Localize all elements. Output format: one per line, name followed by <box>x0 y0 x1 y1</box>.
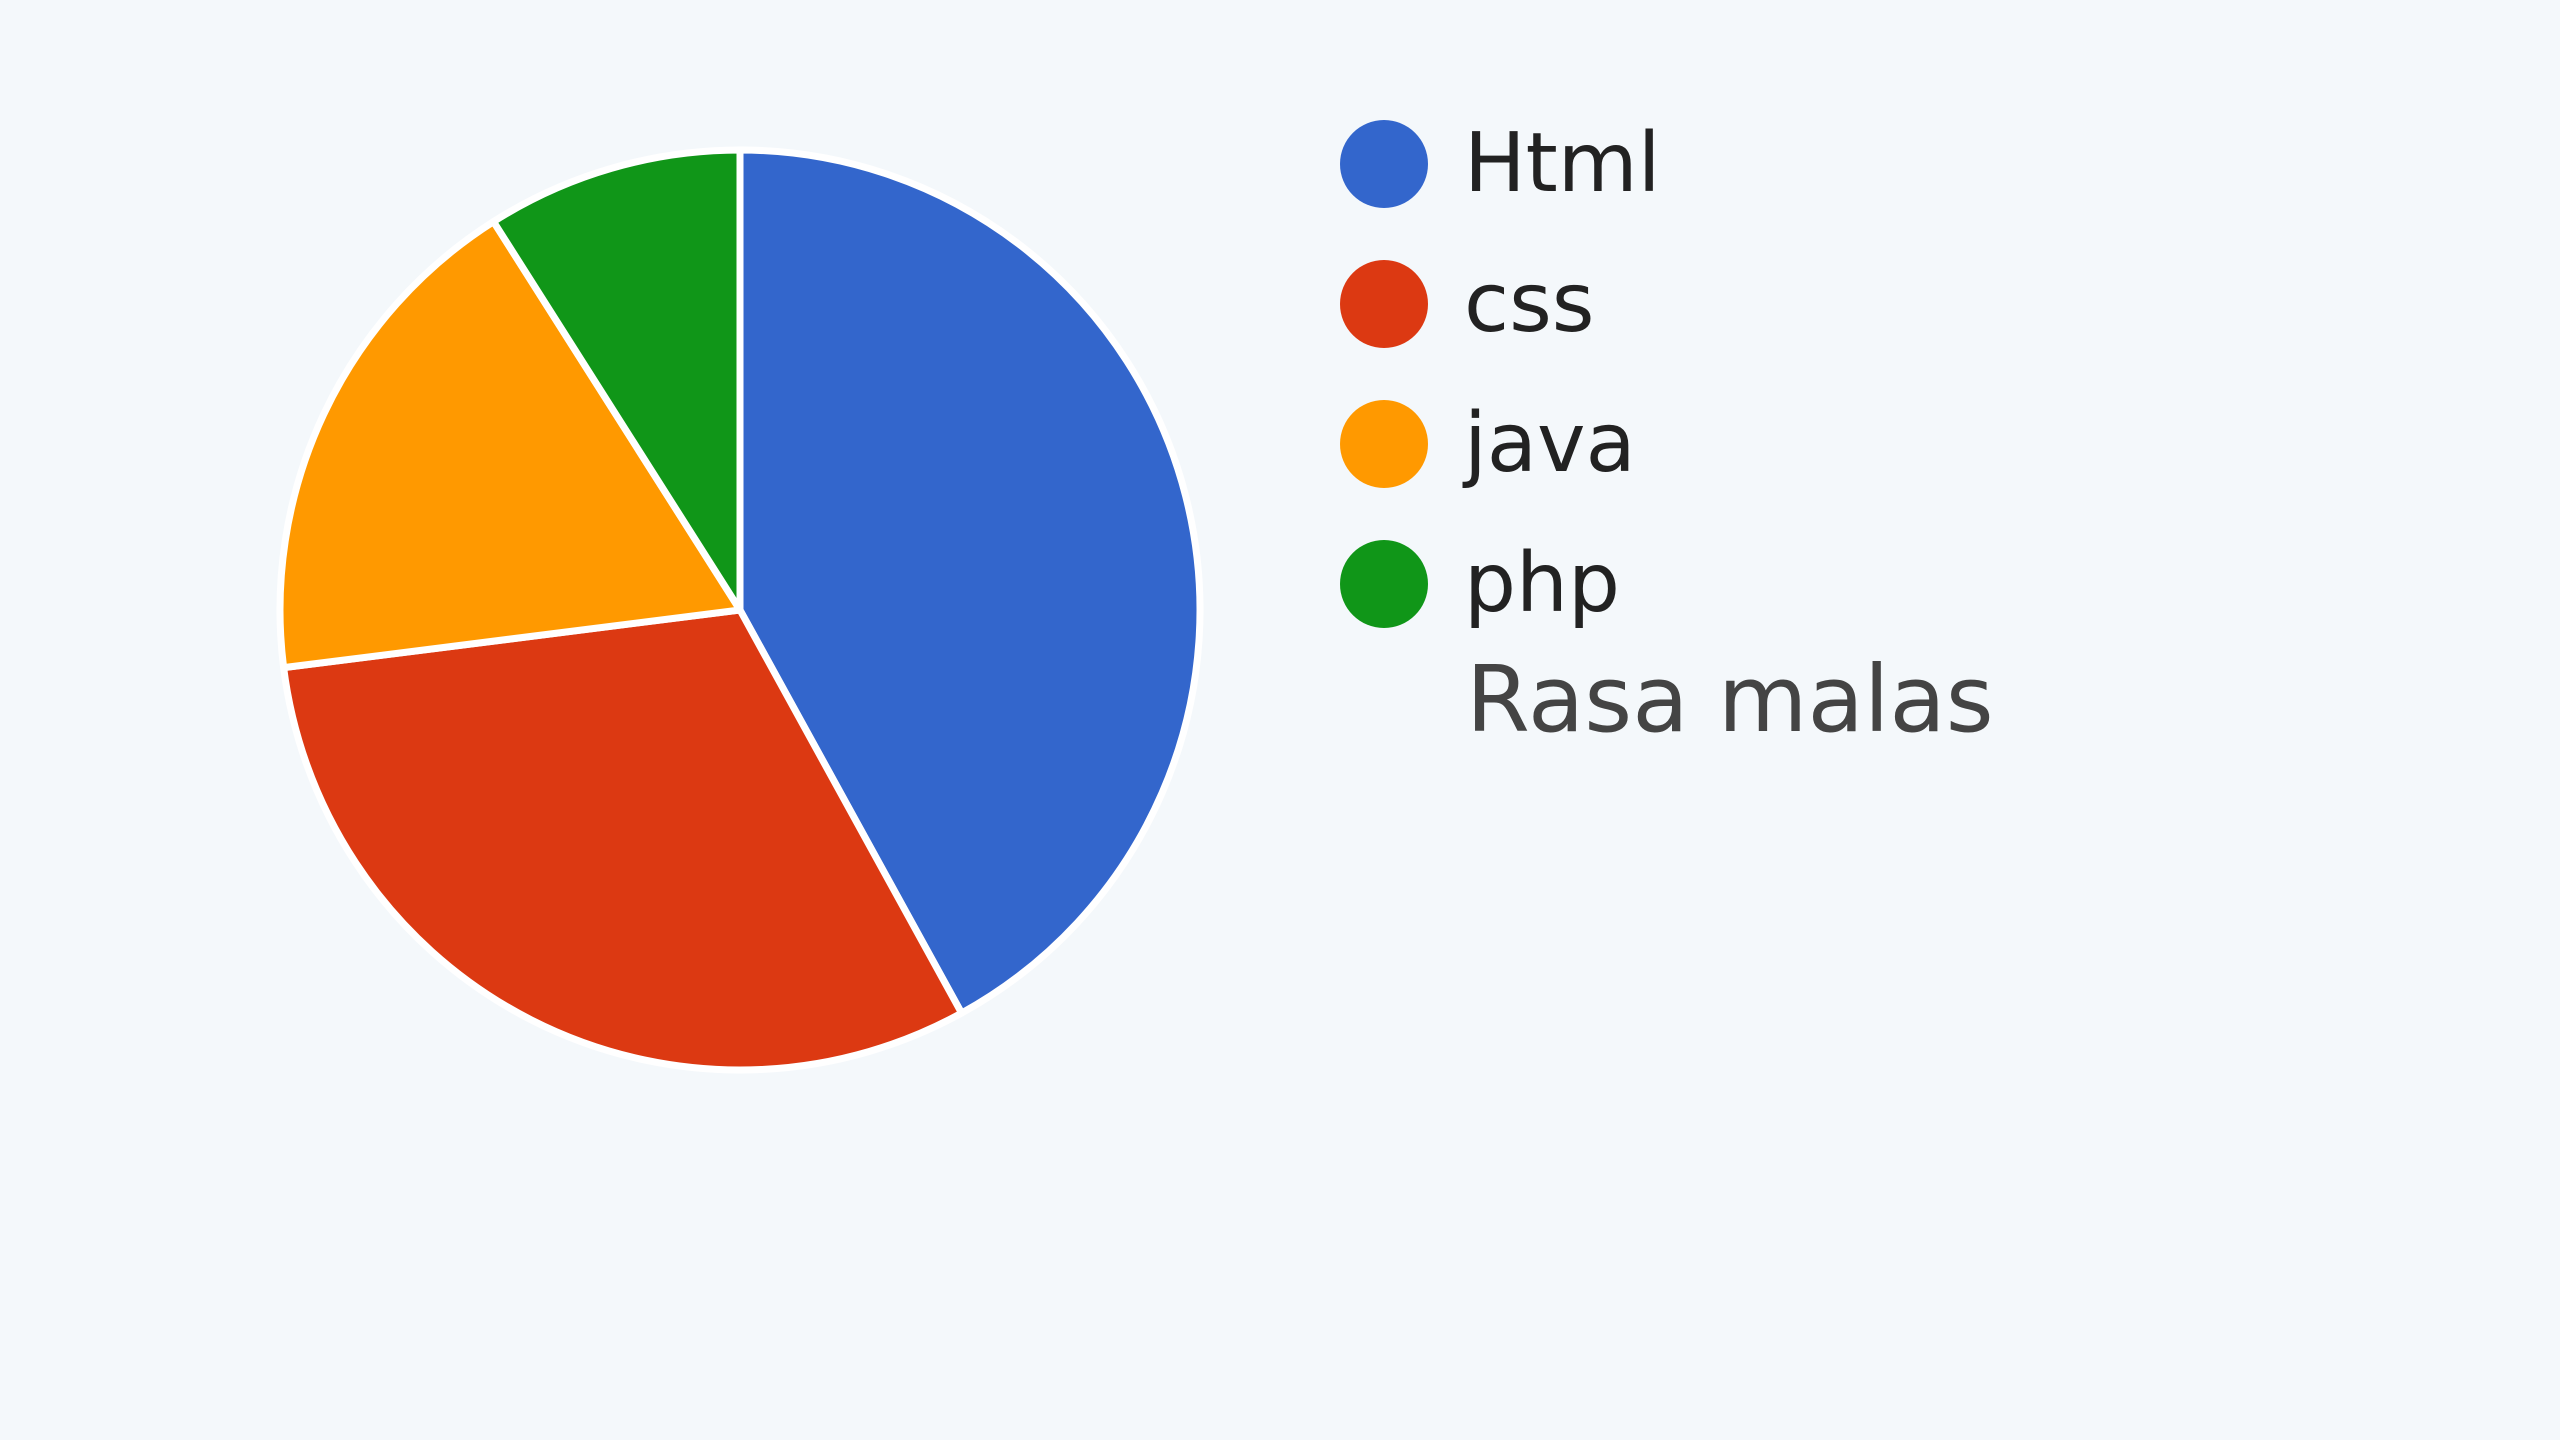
pie-slice-java <box>276 218 744 672</box>
legend: Html css java php <box>1340 94 1660 654</box>
legend-item-css: css <box>1340 234 1660 374</box>
legend-swatch-php <box>1340 540 1428 628</box>
pie-slice-html <box>736 146 1204 1017</box>
legend-item-php: php <box>1340 514 1660 654</box>
legend-swatch-css <box>1340 260 1428 348</box>
legend-item-html: Html <box>1340 94 1660 234</box>
legend-label-java: java <box>1464 396 1636 491</box>
legend-swatch-java <box>1340 400 1428 488</box>
legend-label-php: php <box>1464 536 1621 631</box>
legend-label-css: css <box>1464 256 1595 351</box>
legend-extra-label: Rasa malas <box>1466 646 1994 753</box>
legend-label-html: Html <box>1464 116 1661 211</box>
pie-slice-php <box>490 146 744 614</box>
legend-item-java: java <box>1340 374 1660 514</box>
legend-swatch-html <box>1340 120 1428 208</box>
pie-slice-css <box>280 606 966 1074</box>
